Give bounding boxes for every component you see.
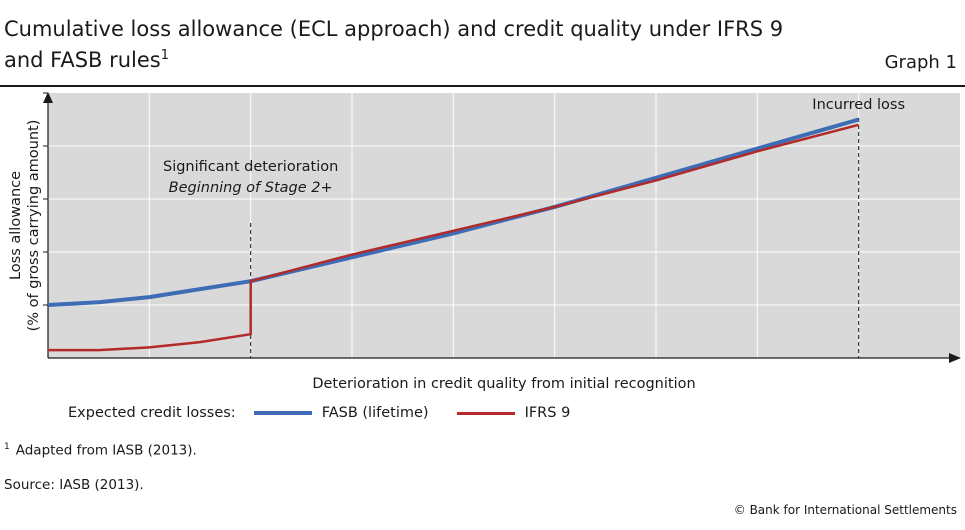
title-rule — [0, 85, 965, 87]
graph-label: Graph 1 — [884, 52, 957, 73]
footnote-text: Adapted from IASB (2013). — [15, 442, 197, 459]
y-axis-label: Loss allowance — [8, 171, 24, 280]
footnote: 1 Adapted from IASB (2013). — [4, 442, 197, 459]
x-axis-label: Deterioration in credit quality from ini… — [312, 376, 695, 392]
y-axis-label-units: (% of gross carrying amount) — [26, 120, 42, 332]
chart-title: Cumulative loss allowance (ECL approach)… — [4, 14, 824, 76]
annotation-stage-2: Beginning of Stage 2+ — [169, 180, 333, 196]
y-axis-arrow — [43, 92, 53, 103]
legend-label-ifrs9: IFRS 9 — [524, 405, 571, 421]
x-axis-arrow — [949, 353, 961, 363]
plot-background — [48, 93, 960, 358]
chart-title-text: Cumulative loss allowance (ECL approach)… — [4, 17, 784, 72]
chart: Significant deterioration Beginning of St… — [8, 92, 961, 392]
annotation-incurred-loss: Incurred loss — [812, 97, 905, 113]
legend-swatch-ifrs9 — [456, 411, 515, 415]
legend-swatch-fasb — [253, 411, 312, 415]
footnote-marker: 1 — [4, 442, 10, 452]
legend-title: Expected credit losses: — [68, 405, 236, 421]
copyright: © Bank for International Settlements — [733, 503, 957, 517]
annotation-significant-deterioration: Significant deterioration — [163, 159, 338, 175]
legend: Expected credit losses: FASB (lifetime) … — [68, 405, 588, 421]
title-footnote-marker: 1 — [160, 48, 170, 63]
series-line-ifrs9 — [48, 123, 860, 352]
series-line-fasb — [47, 117, 860, 307]
source-note: Source: IASB (2013). — [4, 477, 144, 493]
legend-label-fasb: FASB (lifetime) — [321, 405, 429, 421]
